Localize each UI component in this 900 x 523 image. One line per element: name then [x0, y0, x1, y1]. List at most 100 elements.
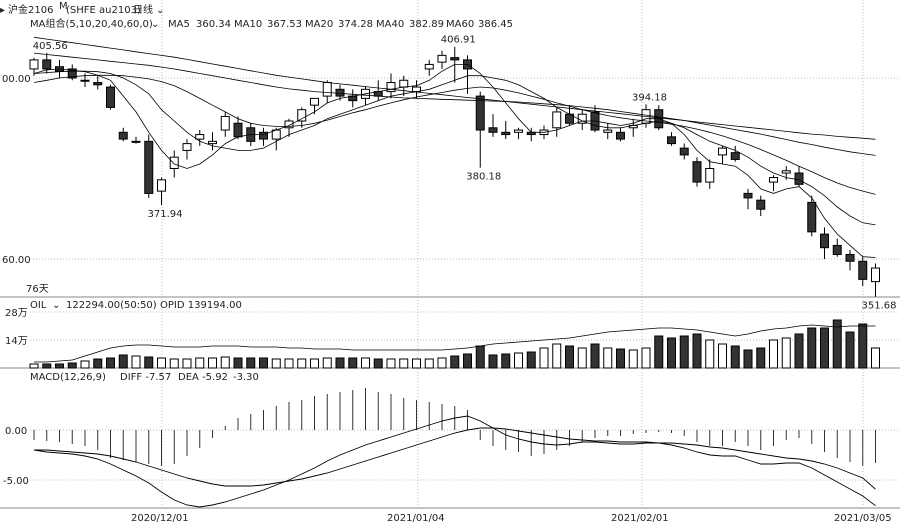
- price-annotation: 380.18: [466, 172, 501, 183]
- volume-bar: [807, 327, 817, 369]
- ma20-name: MA20: [305, 19, 333, 30]
- period-label[interactable]: 日线: [133, 3, 153, 16]
- ma-legend-title[interactable]: MA组合(5,10,20,40,60,0): [30, 17, 153, 30]
- volume-bar: [756, 347, 766, 369]
- candle-body: [259, 131, 268, 140]
- vol-tick-14: 14万: [5, 336, 28, 347]
- candle-body: [832, 244, 842, 255]
- price-annotation: 351.68: [862, 301, 897, 312]
- candle-body: [807, 201, 817, 233]
- volume-bar: [781, 337, 791, 369]
- volume-bar: [654, 335, 664, 369]
- volume-bar: [297, 358, 307, 369]
- candle-body: [871, 267, 880, 283]
- volume-bar: [858, 323, 868, 369]
- candle-body: [42, 59, 52, 70]
- candle-body: [157, 179, 166, 192]
- price-tick-bottom: 60.00: [2, 255, 31, 266]
- ma-line-ma5: [33, 64, 876, 258]
- plot-area[interactable]: 405.56 371.94 406.91 380.18 394.18 351.68: [29, 35, 897, 508]
- period-dropdown-icon[interactable]: ⌄: [156, 5, 164, 16]
- volume-bar: [769, 339, 778, 369]
- volume-bar: [463, 353, 472, 369]
- candle-body: [501, 131, 511, 136]
- volume-bar: [845, 331, 855, 369]
- ma10-value: 367.53: [267, 19, 302, 30]
- candle-body: [29, 59, 39, 70]
- candle-body: [131, 140, 141, 143]
- symbol-label[interactable]: 沪金2106: [8, 3, 53, 16]
- volume-bar: [743, 349, 753, 369]
- volume-bar: [539, 347, 549, 369]
- vol-legend-volume: 122294.00(50:50): [66, 300, 157, 311]
- ma-line-ma10: [33, 70, 876, 226]
- candle-body: [858, 260, 868, 280]
- vol-legend-opid: OPID 139194.00: [160, 300, 242, 311]
- macd-line-diff: [33, 415, 876, 508]
- volume-bar: [246, 357, 256, 369]
- candle-body: [335, 88, 345, 97]
- volume-bar: [131, 355, 141, 369]
- volume-bar: [42, 363, 52, 369]
- ma-legend-dropdown-icon[interactable]: ⌄: [151, 19, 159, 30]
- ma5-name: MA5: [168, 19, 190, 30]
- volume-bar: [667, 337, 676, 369]
- candle-body: [845, 253, 855, 262]
- price-annotation: 394.18: [632, 92, 667, 103]
- macd-tick-zero: 0.00: [5, 426, 27, 437]
- candle-body: [730, 152, 740, 160]
- vol-legend-title[interactable]: OIL: [30, 300, 47, 311]
- volume-bar: [475, 345, 485, 369]
- volume-bar: [794, 333, 804, 369]
- ma40-value: 382.89: [409, 19, 444, 30]
- candle-body: [603, 129, 613, 133]
- ma-line-ma20: [33, 74, 876, 195]
- volume-bar: [718, 343, 727, 369]
- ma40-name: MA40: [376, 19, 404, 30]
- left-edge-marker: 76天: [26, 284, 49, 295]
- candle-body: [667, 136, 676, 145]
- candle-body: [144, 140, 154, 194]
- volume-bar: [871, 347, 880, 369]
- date-tick-1: 2020/12/01: [131, 513, 189, 523]
- ma-line-ma60: [33, 36, 876, 140]
- candle-body: [220, 115, 230, 131]
- volume-bar: [271, 358, 281, 369]
- candle-body: [756, 199, 766, 210]
- volume-bar: [169, 358, 179, 369]
- candle-body: [310, 97, 319, 106]
- volume-bar: [322, 357, 332, 369]
- volume-bar: [705, 339, 715, 369]
- volume-bar: [55, 363, 64, 369]
- price-annotation: 371.94: [148, 209, 183, 220]
- candle-body: [514, 129, 523, 133]
- exchange-label: (SHFE au2103): [66, 5, 141, 16]
- candle-body: [616, 131, 625, 140]
- candle-body: [705, 168, 715, 183]
- candle-body: [692, 161, 702, 183]
- macd-legend-title[interactable]: MACD(12,26,9): [30, 372, 106, 383]
- volume-bar: [310, 358, 319, 369]
- macd-tick-minus5: -5.00: [3, 476, 29, 487]
- volume-bar: [284, 358, 294, 369]
- macd-legend-diff: DIFF -7.57: [120, 372, 171, 383]
- expand-arrow-icon[interactable]: ▸: [0, 5, 5, 16]
- ma10-name: MA10: [234, 19, 262, 30]
- volume-bar: [373, 358, 383, 369]
- candle-body: [718, 147, 727, 156]
- candle-body: [284, 120, 294, 129]
- volume-bar: [616, 348, 625, 369]
- candle-body: [743, 192, 753, 199]
- candle-body: [67, 68, 77, 79]
- candle-body: [552, 111, 562, 129]
- volume-bar: [335, 357, 345, 369]
- price-annotation: 405.56: [33, 41, 68, 52]
- volume-bar: [386, 358, 396, 369]
- vol-legend-dropdown-icon[interactable]: ⌄: [52, 300, 60, 311]
- candle-body: [679, 147, 689, 156]
- volume-bar: [488, 354, 498, 369]
- opid-line: [34, 324, 876, 363]
- candle-body: [424, 63, 434, 70]
